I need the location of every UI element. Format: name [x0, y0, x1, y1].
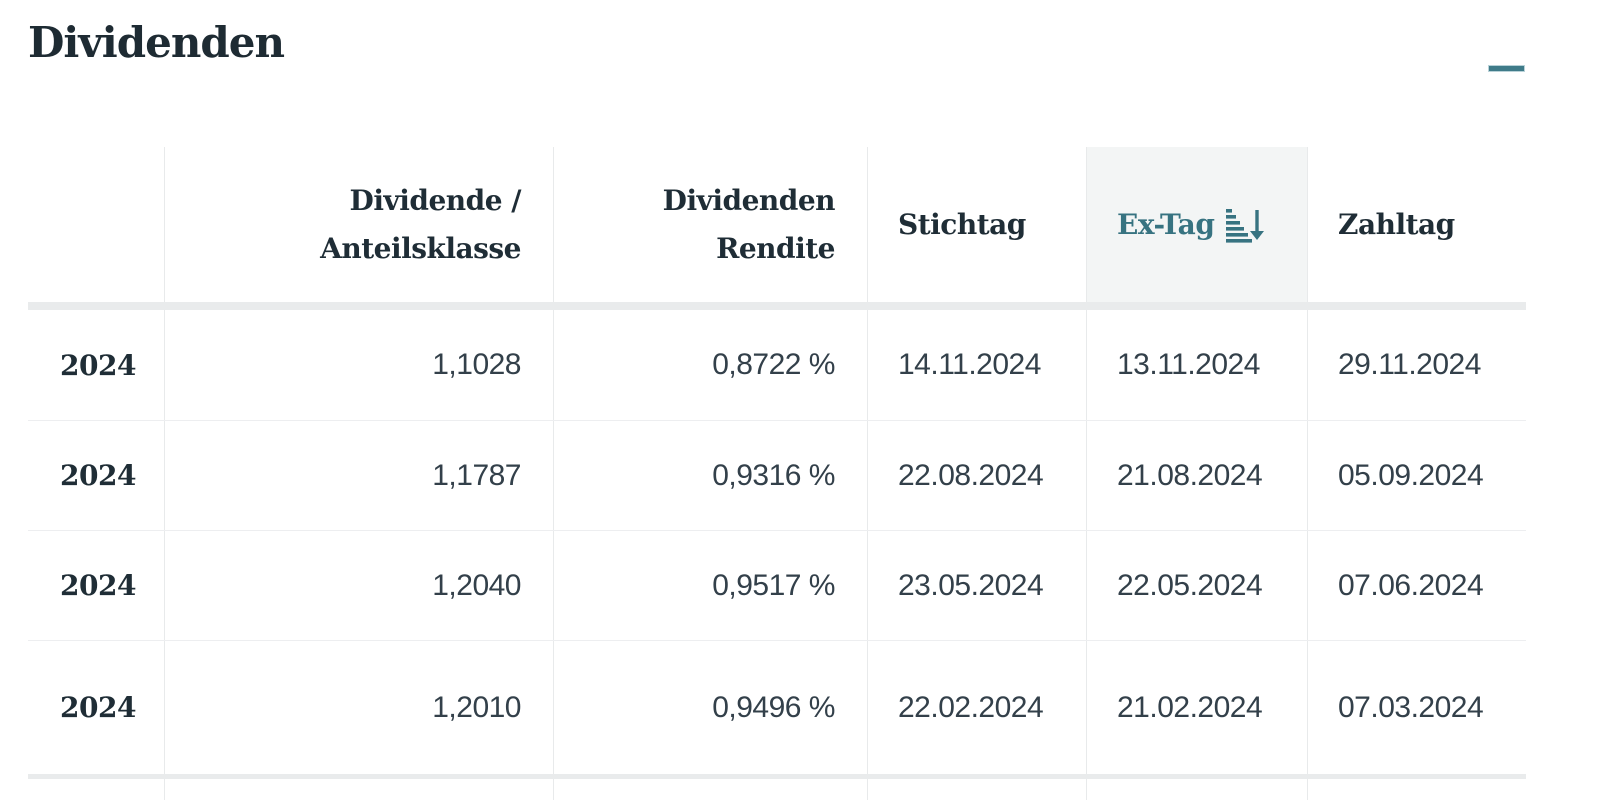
cell-ex-date: 21.08.2024: [1086, 421, 1307, 530]
header-label-pay-date: Zahltag: [1338, 207, 1455, 241]
table-row-partial: [28, 779, 1526, 800]
cell-ex-date: 21.02.2024: [1086, 641, 1307, 774]
header-cell-yield[interactable]: Dividenden Rendite: [553, 147, 867, 302]
cell-record-date: 22.08.2024: [867, 421, 1086, 530]
dividends-panel: Dividenden Dividende / Anteilsklasse Div…: [28, 0, 1526, 800]
cell-year: [28, 779, 164, 800]
header-cell-year: [28, 147, 164, 302]
header-cell-pay-date[interactable]: Zahltag: [1307, 147, 1526, 302]
cell-pay-date: 07.03.2024: [1307, 641, 1526, 774]
header-label-dividend: Dividende / Anteilsklasse: [320, 183, 521, 265]
table-row: 2024 1,1028 0,8722 % 14.11.2024 13.11.20…: [28, 310, 1526, 420]
cell-year: 2024: [60, 459, 136, 492]
cell-record-date: 14.11.2024: [867, 310, 1086, 420]
cell-ex-date: 22.05.2024: [1086, 531, 1307, 640]
cell-year: 2024: [60, 348, 136, 382]
table-row: 2024 1,2040 0,9517 % 23.05.2024 22.05.20…: [28, 530, 1526, 640]
cell-year: 2024: [60, 569, 136, 602]
panel-header: Dividenden: [28, 0, 1526, 147]
cell-yield: 0,9316 %: [553, 421, 867, 530]
header-cell-ex-date[interactable]: Ex-Tag: [1086, 147, 1307, 302]
collapse-button[interactable]: [1487, 60, 1526, 77]
cell-dividend: 1,2010: [164, 641, 553, 774]
table-row: 2024 1,2010 0,9496 % 22.02.2024 21.02.20…: [28, 640, 1526, 774]
cell-dividend: 1,2040: [164, 531, 553, 640]
cell-pay-date: 05.09.2024: [1307, 421, 1526, 530]
cell-yield: 0,8722 %: [553, 310, 867, 420]
cell-dividend: 1,1787: [164, 421, 553, 530]
cell-yield: [553, 779, 867, 800]
header-separator-band: [28, 302, 1526, 310]
header-cell-dividend[interactable]: Dividende / Anteilsklasse: [164, 147, 553, 302]
header-label-yield: Dividenden Rendite: [662, 183, 836, 265]
group-separator-band: [28, 774, 1526, 779]
minus-icon: [1489, 66, 1524, 71]
cell-record-date: 22.02.2024: [867, 641, 1086, 774]
header-label-ex-date: Ex-Tag: [1117, 207, 1215, 241]
cell-yield: 0,9517 %: [553, 531, 867, 640]
cell-year: 2024: [60, 691, 136, 724]
cell-yield: 0,9496 %: [553, 641, 867, 774]
dividends-table: Dividende / Anteilsklasse Dividenden Ren…: [28, 147, 1526, 800]
sort-descending-icon: [1226, 208, 1265, 243]
cell-ex-date: [1086, 779, 1307, 800]
cell-ex-date: 13.11.2024: [1086, 310, 1307, 420]
table-header-row: Dividende / Anteilsklasse Dividenden Ren…: [28, 147, 1526, 302]
header-cell-record-date[interactable]: Stichtag: [867, 147, 1086, 302]
cell-record-date: [867, 779, 1086, 800]
cell-pay-date: [1307, 779, 1526, 800]
cell-pay-date: 29.11.2024: [1307, 310, 1526, 420]
table-row: 2024 1,1787 0,9316 % 22.08.2024 21.08.20…: [28, 420, 1526, 530]
cell-pay-date: 07.06.2024: [1307, 531, 1526, 640]
cell-record-date: 23.05.2024: [867, 531, 1086, 640]
cell-dividend: 1,1028: [164, 310, 553, 420]
header-label-record-date: Stichtag: [898, 207, 1026, 241]
page-title: Dividenden: [28, 18, 285, 67]
cell-dividend: [164, 779, 553, 800]
